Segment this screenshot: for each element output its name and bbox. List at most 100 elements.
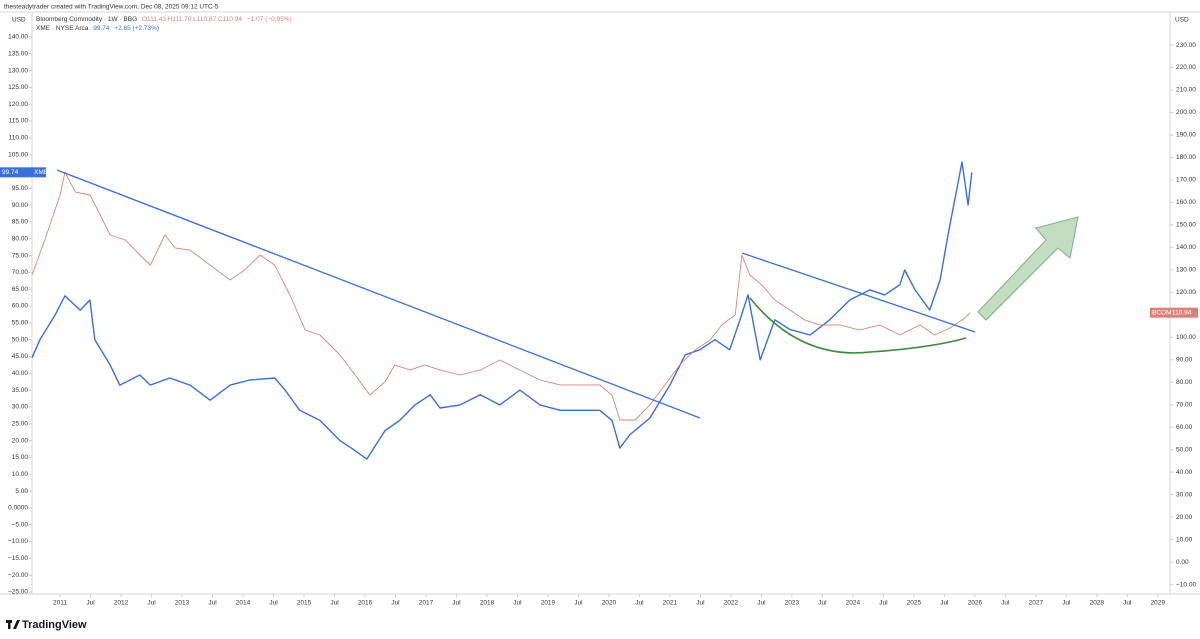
x-tick-label: 2020: [602, 600, 617, 607]
x-tick-label: Jul: [330, 600, 339, 607]
price-tag: [1150, 307, 1198, 318]
y2-tick-label: 170.00: [1176, 177, 1196, 184]
legend-title: Bloomberg Commodity · 1W · BBG: [36, 16, 137, 23]
y-tick-label: 135.00: [8, 50, 28, 57]
y2-tick-label: 190.00: [1176, 132, 1196, 139]
y2-tick-label: 130.00: [1176, 267, 1196, 274]
footer-logo: TradingView: [6, 619, 87, 631]
y-tick-label: 10.00: [12, 471, 29, 478]
y-tick-label: 15.00: [12, 454, 29, 461]
x-tick-label: Jul: [574, 600, 583, 607]
x-tick-label: 2029: [1151, 600, 1166, 607]
plot-area: [31, 161, 973, 460]
legend-entry: Bloomberg Commodity · 1W · BBG O111.43 H…: [36, 16, 292, 23]
legend-entry: XME · NYSE Arca 99.74 +2.65 (+2.73%): [36, 25, 159, 32]
y-tick-label: −15.00: [8, 555, 28, 562]
x-tick-label: 2013: [175, 600, 190, 607]
price-tag-name: BCOM: [1152, 309, 1172, 316]
y-tick-label: 85.00: [12, 219, 29, 226]
x-tick-label: 2016: [358, 600, 373, 607]
y-tick-label: 25.00: [12, 420, 29, 427]
arrow: [977, 216, 1079, 321]
y2-tick-label: −10.00: [1176, 581, 1196, 588]
y-tick-label: 105.00: [8, 151, 28, 158]
x-tick-label: Jul: [1001, 600, 1010, 607]
x-tick-label: 2022: [724, 600, 739, 607]
y2-tick-label: 20.00: [1176, 514, 1193, 521]
x-tick-label: Jul: [86, 600, 95, 607]
rounding-arc: [749, 297, 967, 354]
y-tick-label: −5.00: [12, 521, 29, 528]
x-tick-label: Jul: [818, 600, 827, 607]
y-tick-label: 110.00: [9, 135, 29, 142]
x-tick-label: Jul: [635, 600, 644, 607]
price-tag-name: XME: [34, 169, 49, 176]
logo-mark: [13, 620, 20, 629]
trendline: [741, 252, 976, 333]
y-tick-label: −10.00: [8, 538, 28, 545]
y2-tick-label: 120.00: [1176, 289, 1196, 296]
y-tick-label: 70.00: [12, 269, 29, 276]
header: thesteadytrader created with TradingView…: [4, 4, 219, 11]
y-tick-label: 0.0000: [8, 505, 28, 512]
legend-change: −1.07 (−0.95%): [247, 16, 292, 23]
y2-tick-label: 10.00: [1176, 536, 1193, 543]
y2-tick-label: 0.00: [1176, 559, 1189, 566]
y2-tick-label: 40.00: [1176, 469, 1193, 476]
legend-ohlc: O111.43 H111.70 L110.87 C110.94: [142, 16, 242, 23]
y-tick-label: 50.00: [12, 336, 29, 343]
y-tick-label: 120.00: [8, 101, 28, 108]
y2-tick-label: 100.00: [1176, 334, 1196, 341]
price-tag-value: 110.94: [1172, 309, 1192, 316]
x-tick-label: Jul: [147, 600, 156, 607]
price-tag: [0, 167, 46, 178]
trendline: [56, 169, 701, 419]
y2-tick-label: 60.00: [1176, 424, 1193, 431]
x-tick-label: Jul: [391, 600, 400, 607]
x-tick-label: 2024: [846, 600, 861, 607]
y2-tick-label: 70.00: [1176, 401, 1193, 408]
y-tick-label: 65.00: [12, 286, 29, 293]
series-line: [31, 161, 973, 460]
y-tick-label: 35.00: [12, 387, 29, 394]
y-unit: USD: [12, 17, 26, 24]
x-tick-label: 2014: [236, 600, 251, 607]
series-line: [31, 171, 971, 421]
y-tick-label: −25.00: [8, 589, 28, 596]
x-tick-label: 2015: [297, 600, 312, 607]
x-tick-label: Jul: [940, 600, 949, 607]
y-tick-label: 40.00: [12, 370, 29, 377]
x-tick-label: 2012: [114, 600, 129, 607]
x-tick-label: Jul: [208, 600, 217, 607]
x-tick-label: 2027: [1029, 600, 1044, 607]
x-tick-label: Jul: [269, 600, 278, 607]
logo-mark: [8, 620, 11, 629]
x-tick-label: Jul: [1123, 600, 1132, 607]
y2-tick-label: 200.00: [1176, 109, 1196, 116]
y2-tick-label: 140.00: [1176, 244, 1196, 251]
y-tick-label: 115.00: [9, 118, 29, 125]
x-tick-label: Jul: [513, 600, 522, 607]
x-tick-label: 2018: [480, 600, 495, 607]
y-tick-label: 60.00: [12, 303, 29, 310]
y2-tick-label: 50.00: [1176, 446, 1193, 453]
x-tick-label: 2017: [419, 600, 434, 607]
y-tick-label: 90.00: [12, 202, 29, 209]
y-tick-label: 30.00: [12, 404, 29, 411]
x-tick-label: 2023: [785, 600, 800, 607]
legend-last: 99.74: [93, 25, 110, 32]
legend-title: XME · NYSE Arca: [36, 25, 89, 32]
footer: TradingView: [22, 619, 87, 631]
y-tick-label: 125.00: [8, 84, 28, 91]
y2-tick-label: 220.00: [1176, 64, 1196, 71]
y2-tick-label: 80.00: [1176, 379, 1193, 386]
y-tick-label: −20.00: [8, 572, 28, 579]
y2-tick-label: 90.00: [1176, 356, 1193, 363]
y2-tick-label: 210.00: [1176, 87, 1196, 94]
x-tick-label: Jul: [1062, 600, 1071, 607]
y2-tick-label: 180.00: [1176, 154, 1196, 161]
x-tick-label: 2019: [541, 600, 556, 607]
y-tick-label: 130.00: [8, 67, 28, 74]
